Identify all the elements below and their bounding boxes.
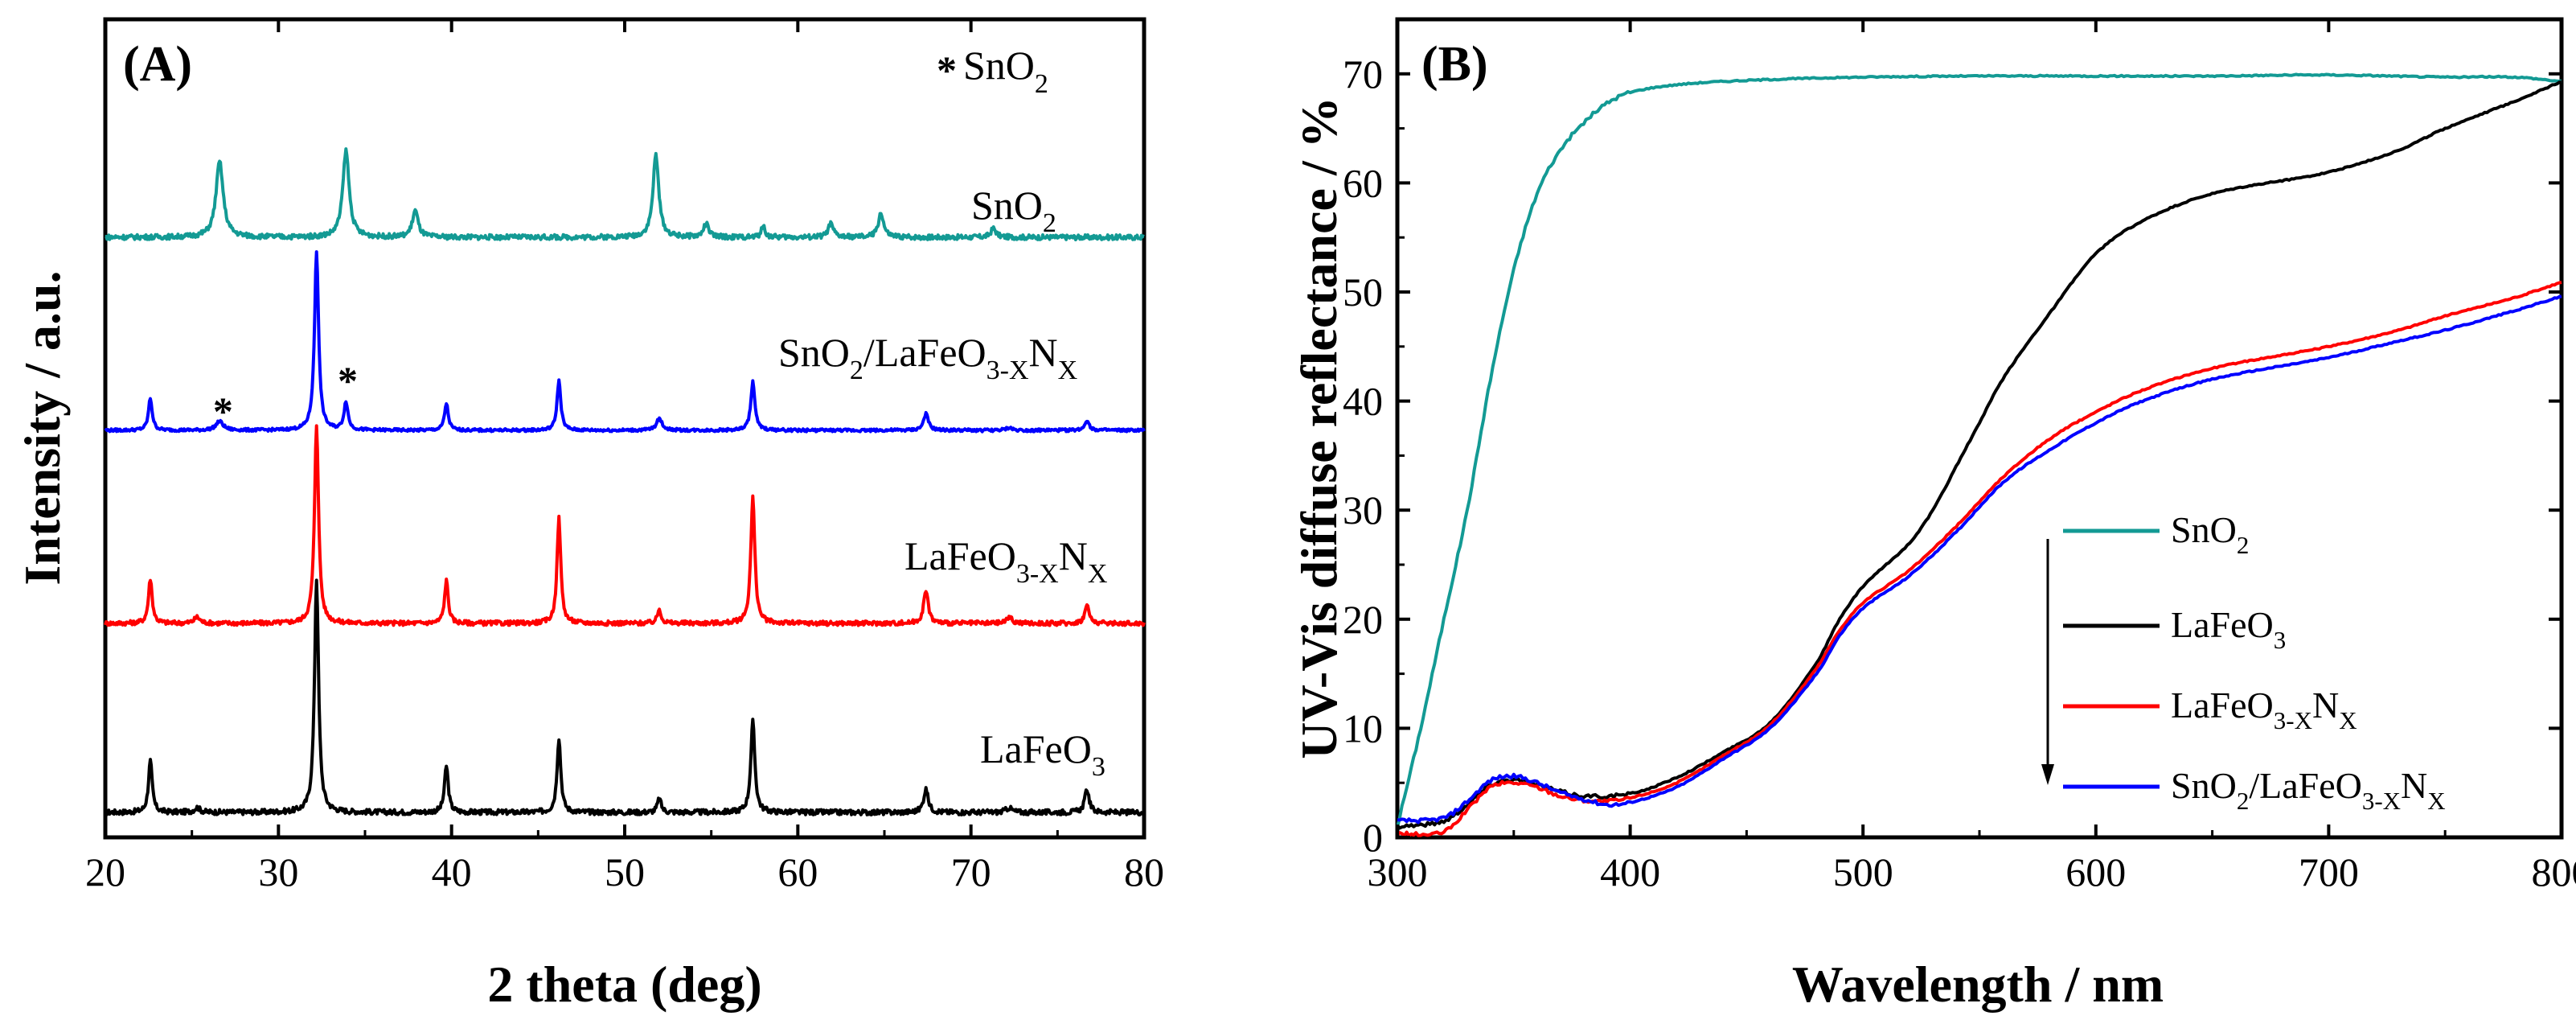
panel-b-legend-label-0: SnO2 (2171, 509, 2249, 559)
panel-a-y-axis-title: Intensity / a.u. (14, 270, 71, 585)
panel-b-series-group (1397, 75, 2562, 837)
panel-a-series-line-0 (105, 580, 1144, 815)
panel-a-x-axis-title: 2 theta (deg) (487, 956, 761, 1013)
panel-b-y-tick-label: 50 (1343, 269, 1383, 315)
panel-a-x-tick-label: 80 (1124, 849, 1164, 894)
panel-b-y-tick-label: 70 (1343, 51, 1383, 97)
panel-a-series-label-0: LaFeO3 (980, 726, 1105, 782)
panel-b-y-tick-label: 60 (1343, 160, 1383, 205)
panel-a-series-label-3-part-0: SnO (971, 183, 1043, 228)
panel-a-series-label-1-part-2: N (1059, 533, 1088, 578)
panel-a-series-label-2-part-4: N (1029, 330, 1058, 375)
panel-b-label: (B) (1421, 37, 1488, 92)
panel-a-series-label-3: SnO2 (971, 183, 1056, 238)
panel-a-series-label-2: SnO2/LaFeO3-XNX (778, 330, 1077, 385)
panel-b-legend-label-0-part-0: SnO (2171, 509, 2237, 550)
panel-a-x-tick-label: 60 (777, 849, 818, 894)
panel-b-series-line-2 (1397, 282, 2562, 836)
panel-b-y-tick-label: 40 (1343, 379, 1383, 424)
panel-a-series-group (105, 149, 1144, 815)
panel-b-series-line-0 (1397, 75, 2562, 828)
panel-a-x-tick-label: 40 (432, 849, 472, 894)
panel-b-y-tick-label: 0 (1363, 815, 1383, 860)
panel-a-series-label-2-part-0: SnO (778, 330, 850, 375)
panel-b-x-axis-title: Wavelength / nm (1792, 956, 2164, 1013)
panel-a-series-label-1-part-0: LaFeO (904, 533, 1016, 578)
panel-a-series-label-2-part-3: 3-X (987, 356, 1029, 385)
panel-a-star-mark: * (213, 389, 233, 434)
panel-a-series-line-1 (105, 426, 1144, 625)
panel-a-series-label-0-part-1: 3 (1092, 752, 1105, 782)
panel-a-series-label-2-part-5: X (1058, 356, 1078, 385)
panel-a-series-label-1-part-1: 3-X (1016, 559, 1059, 589)
panel-a-series-line-2 (105, 252, 1144, 431)
panel-b-legend-label-1: LaFeO3 (2171, 604, 2286, 654)
panel-a-star-mark: * (338, 358, 358, 403)
panel-b-x-tick-label: 800 (2532, 849, 2576, 894)
panel-b-legend-label-2-part-0: LaFeO (2171, 685, 2274, 726)
panel-a-series-label-1: LaFeO3-XNX (904, 533, 1107, 589)
panel-a-series-label-2-part-2: /LaFeO (863, 330, 987, 375)
panel-b-legend-label-3-part-3: 3-X (2362, 787, 2401, 815)
panel-a-x-tick-label: 50 (605, 849, 645, 894)
panel-b-y-tick-label: 10 (1343, 705, 1383, 750)
panel-a-x-tick-label: 30 (258, 849, 298, 894)
panel-b-legend-label-2-part-1: 3-X (2274, 706, 2312, 734)
panel-a-legend-note-base: SnO (963, 43, 1035, 88)
panel-a-star-marks: ** (213, 358, 358, 434)
panel-b-series-line-1 (1397, 82, 2562, 829)
panel-b-y-tick-label: 30 (1343, 487, 1383, 533)
panel-a-label: (A) (123, 37, 192, 92)
panel-b-x-tick-label: 700 (2299, 849, 2359, 894)
panel-a-x-tick-label: 20 (85, 849, 125, 894)
panel-b-x-tick-label: 400 (1600, 849, 1660, 894)
panel-b-legend-label-3-part-2: /LaFeO (2249, 765, 2362, 806)
panel-b-legend-label-3-part-4: N (2401, 765, 2427, 806)
panel-a-x-tick-label: 70 (951, 849, 991, 894)
panel-b-legend-label-1-part-1: 3 (2274, 626, 2287, 654)
panel-a-series-label-3-part-1: 2 (1043, 208, 1056, 238)
panel-b-legend-arrow-head (2041, 764, 2054, 785)
panel-b-legend-label-2-part-2: N (2312, 685, 2339, 726)
panel-b-legend-label-1-part-0: LaFeO (2171, 604, 2274, 645)
panel-b-legend-label-0-part-1: 2 (2237, 531, 2250, 559)
panel-b-x-tick-label: 500 (1833, 849, 1893, 894)
panel-b-legend-label-2-part-3: X (2339, 706, 2357, 734)
panel-b-y-tick-label: 20 (1343, 597, 1383, 642)
panel-a-legend-note: SnO2 (963, 43, 1048, 99)
panel-b-legend-label-3: SnO2/LaFeO3-XNX (2171, 765, 2446, 815)
panel-a-series-label-1-part-3: X (1088, 559, 1108, 589)
panel-b-y-axis-title: UV-Vis diffuse reflectance / % (1290, 97, 1347, 759)
panel-b-plot-frame (1397, 19, 2562, 837)
panel-b-legend-label-2: LaFeO3-XNX (2171, 685, 2357, 734)
panel-a-series-label-2-part-1: 2 (850, 356, 863, 385)
panel-a-legend-note-sub: 2 (1035, 69, 1048, 99)
panel-b-legend-label-3-part-0: SnO (2171, 765, 2237, 806)
panel-b-series-line-3 (1397, 296, 2562, 822)
panel-b-legend-label-3-part-1: 2 (2237, 787, 2250, 815)
panel-b-legend-label-3-part-5: X (2427, 787, 2445, 815)
panel-a-legend-star: * (937, 47, 957, 93)
panel-a-series-label-0-part-0: LaFeO (980, 726, 1092, 771)
panel-b-y-ticks: 0 10 20 30 40 50 60 70 (1343, 19, 2562, 860)
panel-b-x-tick-label: 600 (2065, 849, 2126, 894)
